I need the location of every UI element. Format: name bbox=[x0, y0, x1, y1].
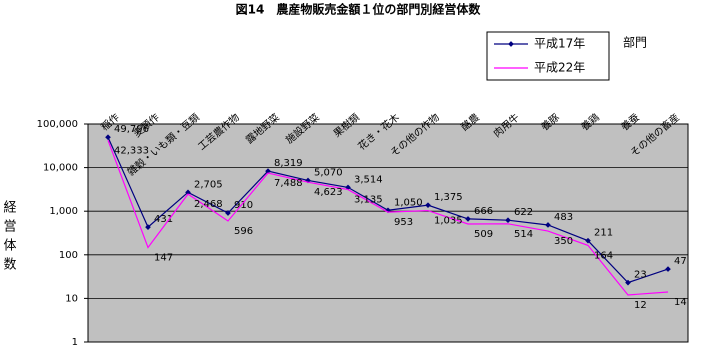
point-marker bbox=[185, 189, 191, 196]
data-label: 1,035 bbox=[434, 216, 463, 227]
y-tick-label: 1,000 bbox=[49, 206, 78, 217]
point-marker bbox=[225, 210, 231, 216]
data-label: 49,796 bbox=[114, 124, 149, 135]
y-tick-label: 100 bbox=[59, 250, 78, 261]
point-marker bbox=[665, 266, 671, 272]
point-marker bbox=[545, 222, 551, 228]
y-axis-title: 経営体数 bbox=[1, 200, 17, 276]
data-label: 622 bbox=[514, 207, 533, 218]
data-label: 509 bbox=[474, 229, 493, 240]
legend-label: 平成22年 bbox=[534, 61, 585, 75]
data-label: 147 bbox=[154, 253, 173, 264]
chart-title: 図14 農産物販売金額１位の部門別経営体数 bbox=[236, 2, 482, 17]
series-line bbox=[107, 140, 669, 296]
data-label: 23 bbox=[634, 270, 647, 281]
data-label: 47 bbox=[674, 256, 687, 267]
data-label: 164 bbox=[594, 250, 613, 261]
data-label: 596 bbox=[234, 226, 253, 237]
data-label: 3,514 bbox=[354, 174, 383, 185]
data-label: 14 bbox=[674, 297, 687, 308]
data-label: 12 bbox=[634, 300, 647, 311]
data-label: 666 bbox=[474, 206, 493, 217]
data-label: 1,050 bbox=[394, 197, 423, 208]
data-label: 431 bbox=[154, 214, 173, 225]
legend-label: 平成17年 bbox=[534, 37, 585, 51]
data-label: 953 bbox=[394, 217, 413, 228]
point-marker bbox=[265, 168, 271, 174]
plot-area bbox=[87, 123, 689, 343]
y-tick-label: 1 bbox=[72, 337, 78, 348]
data-label: 2,705 bbox=[194, 179, 223, 190]
x-axis-title: 部門 bbox=[623, 35, 647, 50]
data-label: 4,623 bbox=[314, 187, 343, 198]
point-marker bbox=[425, 202, 431, 208]
y-tick-label: 10 bbox=[65, 293, 78, 304]
data-label: 7,488 bbox=[274, 178, 303, 189]
data-label: 350 bbox=[554, 236, 573, 247]
point-marker bbox=[465, 216, 471, 222]
data-label: 2,468 bbox=[194, 199, 223, 210]
data-label: 8,319 bbox=[274, 158, 303, 169]
y-tick-label: 10,000 bbox=[43, 163, 78, 174]
legend-box bbox=[486, 31, 610, 81]
data-label: 514 bbox=[514, 229, 533, 240]
point-marker bbox=[105, 134, 111, 141]
data-label: 1,375 bbox=[434, 192, 463, 203]
data-label: 5,070 bbox=[314, 167, 343, 178]
data-label: 3,135 bbox=[354, 195, 383, 206]
point-marker bbox=[145, 224, 151, 230]
data-label: 910 bbox=[234, 200, 253, 211]
data-label: 211 bbox=[594, 228, 613, 239]
point-marker bbox=[625, 279, 631, 286]
data-label: 42,333 bbox=[114, 145, 149, 156]
data-label: 483 bbox=[554, 212, 573, 223]
point-marker bbox=[505, 217, 511, 224]
y-tick-label: 100,000 bbox=[37, 119, 78, 130]
point-marker bbox=[585, 237, 591, 244]
